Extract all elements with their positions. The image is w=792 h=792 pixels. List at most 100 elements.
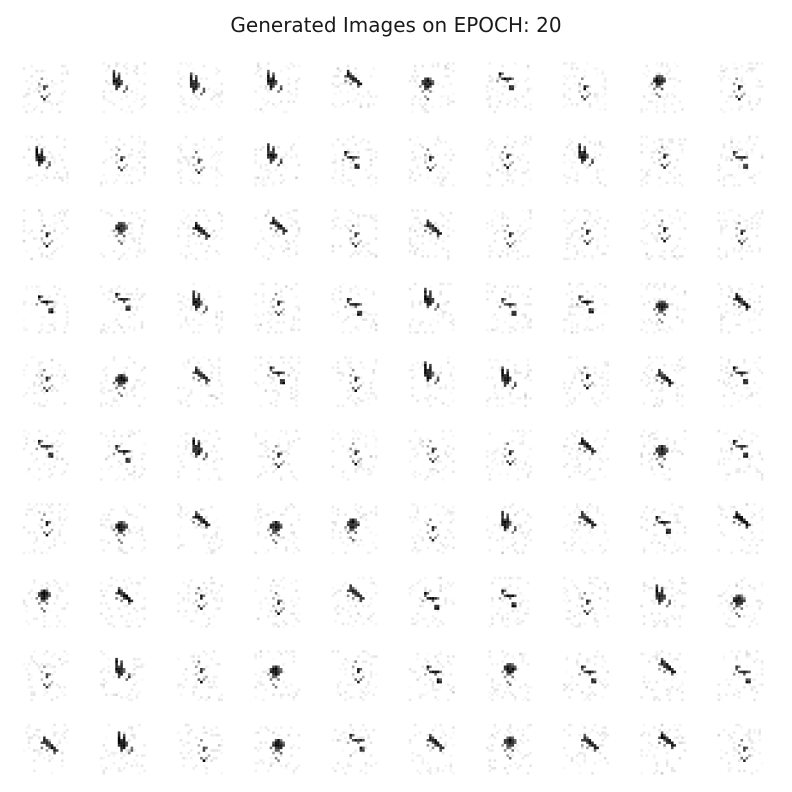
noise-pixel — [665, 62, 669, 65]
noise-pixel — [339, 227, 342, 230]
noise-pixel — [750, 62, 754, 65]
noise-pixel — [43, 145, 46, 149]
noise-pixel — [411, 224, 414, 228]
noise-pixel — [22, 95, 26, 98]
noise-pixel — [40, 239, 44, 243]
noise-pixel — [760, 211, 764, 215]
noise-pixel — [648, 300, 651, 304]
noise-pixel — [292, 531, 296, 534]
stroke-pixel — [200, 92, 203, 96]
noise-pixel — [192, 67, 195, 70]
stroke-pixel — [583, 97, 587, 101]
stroke-pixel — [424, 80, 427, 83]
noise-pixel — [607, 539, 610, 542]
sample-image-sparse-dots — [717, 209, 764, 261]
noise-pixel — [503, 290, 507, 293]
noise-pixel — [280, 539, 283, 542]
noise-pixel — [364, 310, 368, 314]
noise-pixel — [727, 295, 731, 298]
stroke-pixel — [745, 379, 749, 382]
noise-pixel — [217, 105, 221, 109]
noise-pixel — [568, 159, 571, 162]
stroke-pixel — [743, 455, 746, 458]
noise-pixel — [264, 214, 268, 217]
noise-pixel — [254, 181, 257, 185]
noise-pixel — [287, 211, 291, 215]
noise-pixel — [416, 361, 419, 364]
stroke-pixel — [269, 366, 273, 369]
noise-pixel — [177, 313, 180, 316]
stroke-pixel — [357, 521, 360, 524]
noise-pixel — [195, 105, 198, 109]
stroke-pixel — [586, 386, 589, 390]
noise-pixel — [591, 182, 594, 185]
noise-pixel — [573, 179, 576, 182]
noise-pixel — [758, 470, 761, 474]
stroke-pixel — [359, 310, 363, 314]
stroke-pixel — [122, 379, 126, 382]
noise-pixel — [259, 473, 263, 476]
noise-pixel — [738, 400, 741, 403]
noise-pixel — [514, 305, 517, 309]
noise-pixel — [439, 386, 442, 390]
stroke-pixel — [583, 153, 587, 157]
noise-pixel — [743, 90, 746, 93]
stroke-pixel — [125, 460, 129, 463]
sample-image-sparse-dots — [331, 356, 378, 408]
noise-pixel — [642, 549, 646, 552]
noise-pixel — [107, 100, 111, 103]
noise-pixel — [501, 452, 504, 456]
noise-pixel — [182, 386, 185, 390]
noise-pixel — [681, 151, 684, 154]
noise-pixel — [452, 329, 455, 332]
noise-pixel — [125, 508, 129, 511]
noise-pixel — [508, 161, 512, 164]
noise-pixel — [429, 538, 432, 542]
noise-pixel — [681, 320, 684, 324]
noise-pixel — [55, 300, 59, 304]
noise-pixel — [604, 311, 607, 314]
noise-pixel — [524, 394, 527, 397]
stroke-pixel — [503, 526, 507, 529]
noise-pixel — [290, 156, 293, 159]
noise-pixel — [45, 161, 49, 164]
sample-image-scatter-blob — [640, 429, 687, 481]
noise-pixel — [586, 381, 589, 385]
noise-pixel — [501, 539, 504, 542]
stroke-pixel — [205, 379, 208, 382]
noise-pixel — [25, 328, 28, 332]
stroke-pixel — [272, 219, 275, 222]
stroke-pixel — [351, 460, 355, 463]
noise-pixel — [447, 361, 450, 364]
noise-pixel — [491, 77, 494, 81]
noise-pixel — [48, 100, 51, 103]
noise-pixel — [279, 173, 283, 177]
noise-pixel — [22, 368, 26, 372]
noise-pixel — [720, 224, 723, 228]
noise-pixel — [189, 156, 193, 159]
noise-pixel — [58, 531, 61, 534]
noise-pixel — [501, 547, 504, 550]
noise-pixel — [205, 214, 208, 217]
noise-pixel — [760, 478, 764, 481]
noise-pixel — [411, 447, 414, 451]
noise-pixel — [369, 214, 373, 217]
stroke-pixel — [48, 161, 51, 164]
noise-pixel — [292, 219, 296, 222]
noise-pixel — [217, 379, 221, 382]
stroke-pixel — [357, 376, 360, 380]
stroke-pixel — [506, 224, 509, 228]
noise-pixel — [372, 290, 375, 293]
noise-pixel — [511, 503, 515, 506]
noise-pixel — [262, 179, 265, 182]
noise-pixel — [215, 397, 218, 400]
stroke-pixel — [660, 87, 664, 91]
noise-pixel — [349, 361, 352, 364]
noise-pixel — [259, 323, 263, 327]
noise-pixel — [640, 462, 643, 466]
stroke-pixel — [357, 310, 360, 314]
noise-pixel — [573, 257, 576, 261]
noise-pixel — [138, 108, 141, 111]
noise-pixel — [516, 229, 520, 233]
stroke-pixel — [120, 526, 123, 529]
